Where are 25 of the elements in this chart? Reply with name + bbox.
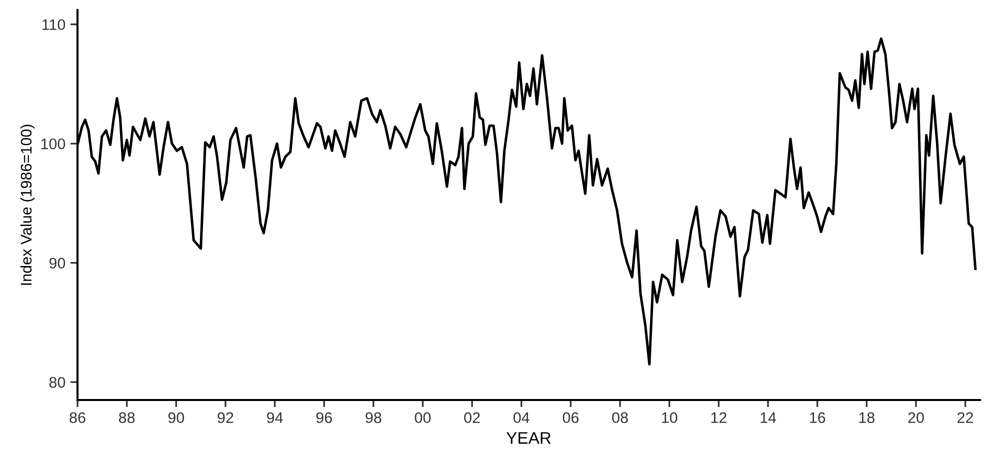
x-tick-label: 22 xyxy=(958,412,974,423)
x-tick-label: 94 xyxy=(267,412,283,424)
x-tick-label: 86 xyxy=(70,412,86,424)
x-tick-label: 14 xyxy=(760,412,776,423)
x-axis-title: YEAR xyxy=(506,432,551,444)
y-axis-title: Index Value (1986=100) xyxy=(20,124,35,285)
x-tick-label: 20 xyxy=(908,412,924,424)
x-tick-label: 12 xyxy=(711,412,726,423)
x-tick-label: 00 xyxy=(414,412,431,424)
x-tick-label: 96 xyxy=(316,412,332,424)
y-tick-label: 100 xyxy=(41,138,66,150)
x-tick-label: 16 xyxy=(810,412,826,424)
y-tick-label: 110 xyxy=(42,19,66,30)
x-tick-label: 08 xyxy=(612,412,628,424)
x-tick-label: 02 xyxy=(464,412,480,424)
x-tick-label: 92 xyxy=(218,412,234,424)
x-tick-label: 04 xyxy=(513,412,530,424)
x-tick-label: 10 xyxy=(662,412,678,424)
x-tick-label: 06 xyxy=(562,412,579,424)
y-tick-label: 90 xyxy=(49,258,66,269)
x-tick-label: 18 xyxy=(859,412,874,424)
x-tick-label: 98 xyxy=(366,412,382,424)
y-tick-label: 80 xyxy=(49,376,66,388)
x-tick-label: 88 xyxy=(118,412,135,424)
x-tick-label: 90 xyxy=(168,412,184,424)
